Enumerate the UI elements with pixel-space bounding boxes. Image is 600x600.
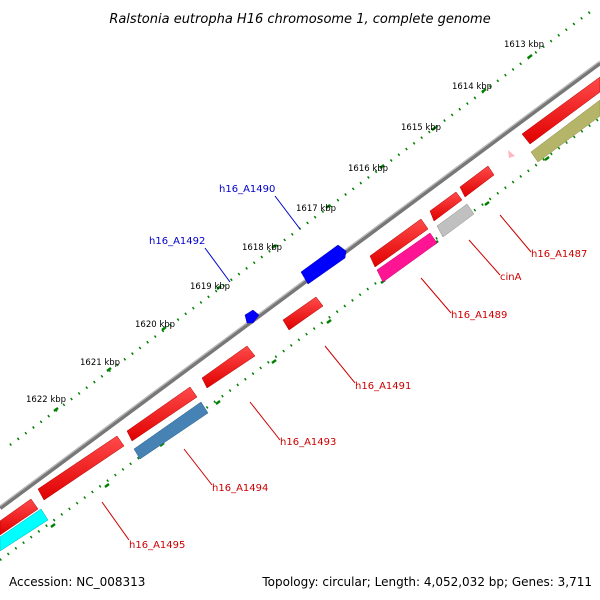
accession-text: Accession: NC_008313 [9, 575, 145, 589]
gene-label-h16-A1494[interactable]: h16_A1494 [212, 483, 268, 494]
gene-label-h16-A1493[interactable]: h16_A1493 [280, 437, 336, 448]
feature-h16-A1490[interactable] [300, 244, 347, 285]
kbp-label: 1618 kbp [242, 243, 282, 253]
chromosome-backbone [0, 61, 600, 510]
leader-lines [101, 195, 532, 541]
kbp-label: 1620 kbp [135, 320, 175, 330]
chromosome-backbone-highlight [0, 60, 600, 507]
kbp-label: 1617 kbp [296, 204, 336, 214]
map-title: Ralstonia eutropha H16 chromosome 1, com… [109, 12, 490, 27]
kbp-label: 1622 kbp [26, 395, 66, 405]
gene-label-h16-A1492[interactable]: h16_A1492 [149, 236, 205, 247]
feature-h16-A1487[interactable] [521, 76, 600, 145]
ruler-labels: 1613 kbp 1614 kbp 1615 kbp 1616 kbp 1617… [26, 40, 544, 405]
ruler-tick-marks [53, 54, 533, 412]
gene-features [0, 76, 600, 552]
kbp-label: 1621 kbp [80, 358, 120, 368]
feature-red-2[interactable] [429, 191, 463, 222]
kbp-label: 1615 kbp [401, 123, 441, 133]
kbp-label: 1613 kbp [504, 40, 544, 50]
gene-label-h16-A1495[interactable]: h16_A1495 [129, 540, 185, 551]
gene-label-h16-A1489[interactable]: h16_A1489 [451, 310, 507, 321]
feature-h16-A1494[interactable] [133, 401, 209, 460]
gene-label-h16-A1490[interactable]: h16_A1490 [219, 184, 275, 195]
feature-pink-marker[interactable] [508, 150, 515, 158]
kbp-label: 1614 kbp [452, 82, 492, 92]
feature-red-3[interactable] [369, 218, 429, 268]
gene-labels: h16_A1487 cinA h16_A1489 h16_A1490 h16_A… [129, 184, 587, 551]
gene-label-cinA[interactable]: cinA [500, 272, 522, 283]
inner-ruler-dots [0, 116, 600, 562]
feature-cinA[interactable] [436, 203, 475, 238]
feature-h16-A1495[interactable] [0, 508, 49, 552]
feature-red-5[interactable] [37, 435, 125, 501]
kbp-label: 1616 kbp [348, 164, 388, 174]
gene-label-h16-A1491[interactable]: h16_A1491 [355, 381, 411, 392]
kbp-label: 1619 kbp [190, 282, 230, 292]
feature-h16-A1489[interactable] [376, 232, 438, 283]
feature-h16-A1492[interactable] [244, 309, 260, 324]
feature-h16-A1495-red[interactable] [0, 498, 39, 536]
feature-h16-A1493[interactable] [126, 386, 198, 442]
feature-olive[interactable] [530, 99, 600, 163]
feature-red-4[interactable] [201, 345, 256, 389]
feature-red-1[interactable] [459, 165, 495, 198]
gene-label-h16-A1487[interactable]: h16_A1487 [531, 249, 587, 260]
genome-summary-text: Topology: circular; Length: 4,052,032 bp… [261, 575, 592, 589]
feature-h16-A1491[interactable] [282, 296, 324, 331]
